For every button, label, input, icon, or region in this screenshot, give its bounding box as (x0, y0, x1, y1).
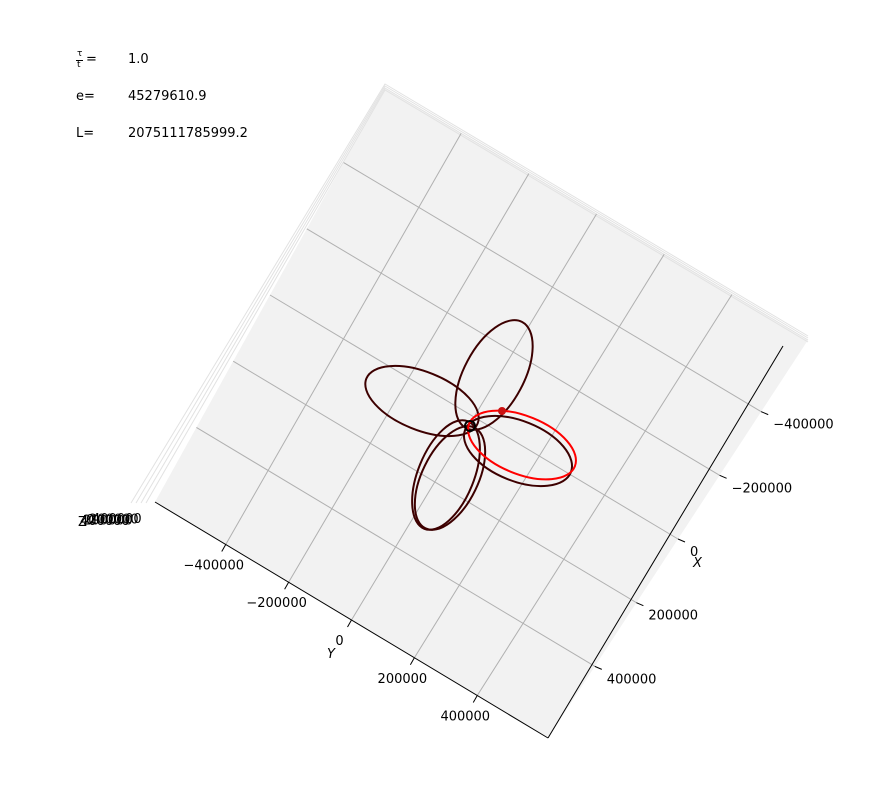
y-tick-mark (347, 619, 352, 628)
y-tick-mark (284, 581, 290, 590)
z-tick-label: 200000 (83, 514, 133, 529)
energy-label: e= (76, 89, 95, 104)
tick-labels: −400000 −200000 0 200000 400000 −400000 −20000… (183, 418, 833, 725)
y-tick-label: 200000 (378, 672, 428, 687)
y-axis-label: Y (327, 647, 336, 662)
x-tick-label: 400000 (607, 672, 657, 687)
grid-line-x (343, 162, 762, 413)
tau-value: 1.0 (128, 52, 149, 67)
x-axis-label: X (692, 556, 703, 571)
x-axis-line (547, 345, 784, 739)
orbit-petal-left (364, 364, 480, 438)
y-tick-label: 0 (335, 634, 343, 649)
y-tick-label: −200000 (246, 596, 307, 611)
tau-numerator: τ (77, 49, 83, 59)
energy-value: 45279610.9 (128, 89, 207, 104)
tau-fraction-bar (76, 60, 83, 61)
orbit-current (467, 409, 577, 481)
grid-line-x (306, 228, 720, 476)
y-tick-mark (472, 695, 478, 703)
pane-edges (130, 83, 809, 504)
central-body-marker (464, 420, 476, 432)
x-tick-mark (719, 474, 727, 479)
x-tick-mark (761, 411, 769, 416)
x-tick-mark (636, 602, 644, 607)
z-tick-label: 400000 (80, 514, 130, 529)
x-tick-label: −200000 (732, 481, 793, 496)
z-tick-label: 400000 (92, 512, 142, 527)
z-tick-label: 0 (86, 513, 94, 528)
x-tick-label: 200000 (648, 609, 698, 624)
tick-marks (221, 411, 769, 703)
z-axis-label: Z (78, 515, 87, 530)
tau-denominator: t (77, 60, 81, 70)
y-tick-mark (409, 657, 415, 666)
x-tick-label: −400000 (773, 418, 834, 433)
grid-line-x (232, 360, 637, 604)
x-tick-mark (594, 665, 602, 670)
x-tick-mark (677, 538, 686, 543)
y-tick-mark (221, 544, 227, 552)
z-tick-label: 200000 (89, 513, 139, 528)
grid-line-x (196, 427, 596, 667)
orbiting-body-marker (498, 407, 506, 415)
angular-momentum-label: L= (76, 126, 95, 141)
angular-momentum-value: 2075111785999.2 (128, 126, 248, 141)
y-tick-label: −400000 (183, 558, 244, 573)
y-tick-label: 400000 (440, 710, 490, 725)
x-tick-label: 0 (690, 545, 698, 560)
tau-equals: = (86, 52, 97, 67)
